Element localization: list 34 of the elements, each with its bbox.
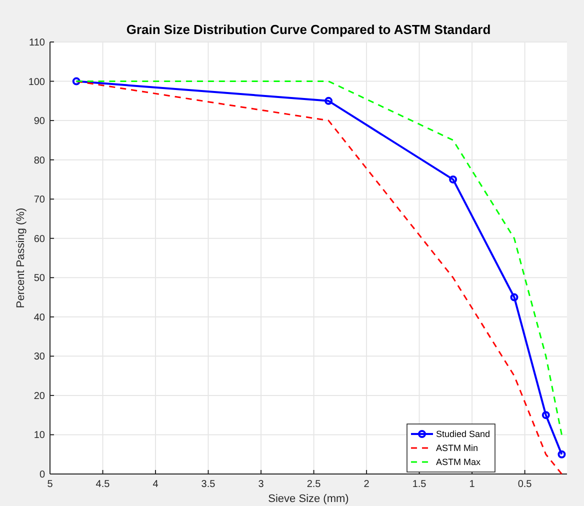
- x-tick-label: 1.5: [412, 479, 427, 490]
- y-tick-label: 0: [39, 470, 46, 480]
- y-tick-label: 50: [34, 273, 46, 284]
- x-tick-label: 3.5: [201, 479, 216, 490]
- y-tick-label: 80: [34, 155, 46, 166]
- x-tick-label: 2: [364, 479, 370, 490]
- x-tick-label: 0.5: [518, 479, 532, 490]
- y-tick-label: 60: [34, 234, 46, 245]
- y-tick-label: 10: [34, 430, 46, 442]
- y-tick-label: 100: [28, 76, 46, 88]
- point: [510, 293, 518, 302]
- y-tick-label: 20: [34, 390, 46, 402]
- x-tick-label: 3: [258, 479, 264, 490]
- legend-label: ASTM Max: [436, 457, 482, 467]
- legend-label: ASTM Min: [436, 443, 478, 453]
- x-tick-label: 2.5: [306, 479, 322, 490]
- y-tick-label: 70: [34, 194, 46, 206]
- point: [449, 175, 458, 184]
- y-tick-label: 30: [34, 352, 46, 363]
- point: [324, 96, 333, 105]
- x-tick-label: 5: [47, 479, 54, 490]
- y-tick-label: 40: [34, 312, 46, 324]
- y-axis-title: Percent Passing (%): [15, 208, 27, 308]
- x-axis-title: Sieve Size (mm): [268, 493, 349, 505]
- x-tick-label: 4.5: [96, 479, 110, 490]
- x-tick-label: 1: [469, 479, 476, 490]
- chart-title: Grain Size Distribution Curve Compared to ASTM Standard: [126, 22, 491, 37]
- point: [558, 450, 566, 458]
- point: [72, 77, 80, 86]
- y-tick-label: 90: [34, 116, 46, 128]
- y-tick-label: 110: [29, 38, 46, 48]
- legend-label: Studied Sand: [436, 429, 490, 439]
- point: [542, 411, 550, 420]
- x-tick-label: 4: [152, 479, 159, 490]
